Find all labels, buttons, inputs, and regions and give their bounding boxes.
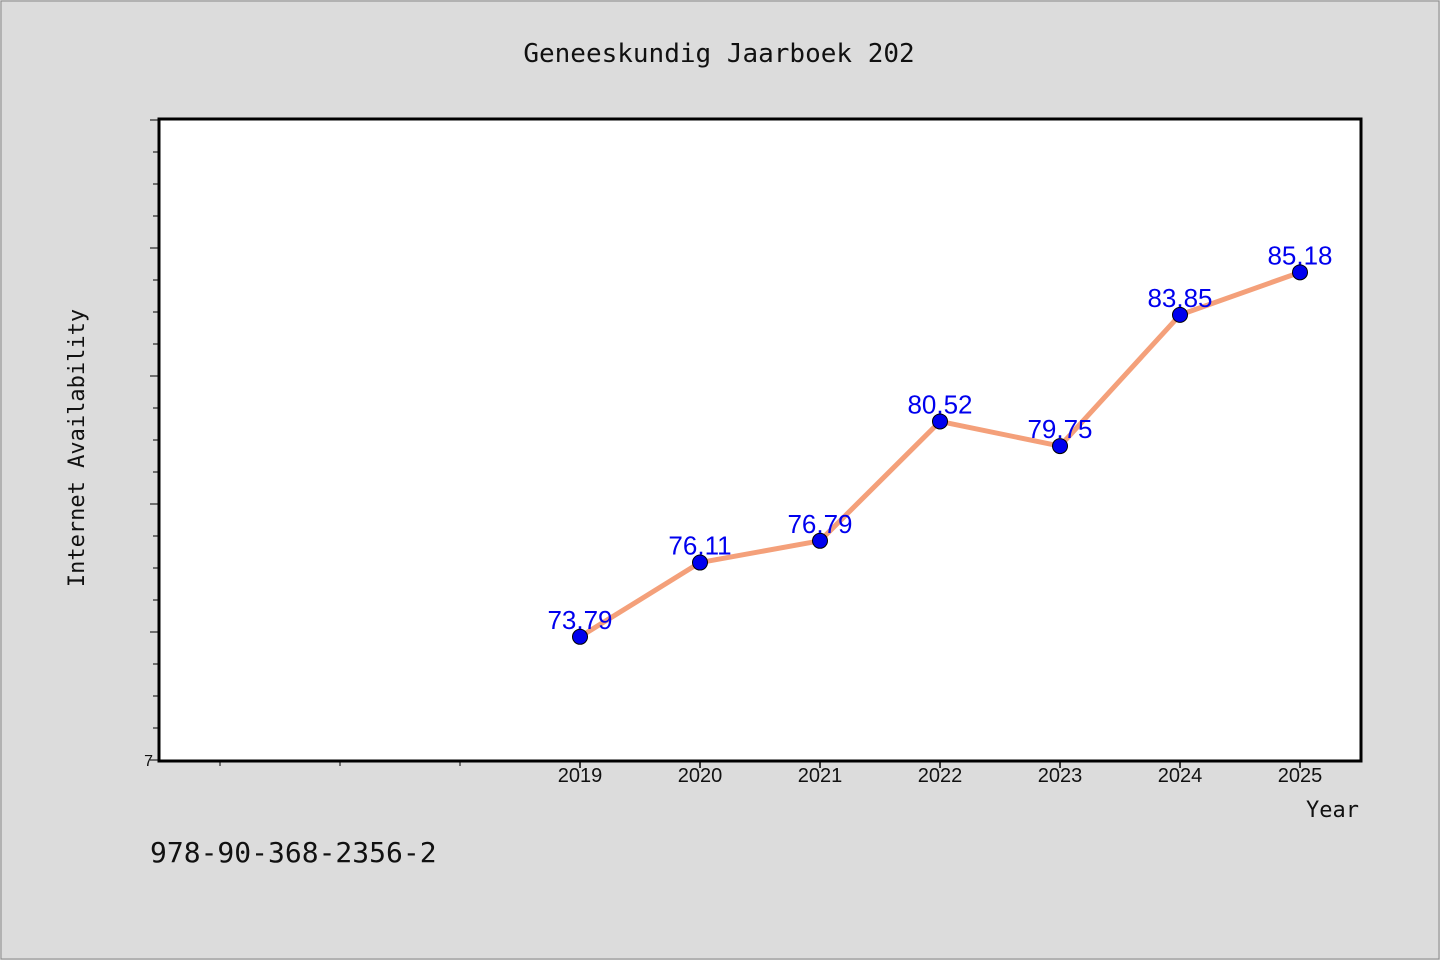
x-axis-ticks: 2019 2020 2021 2022 2023 2024 2025 <box>219 760 1323 787</box>
data-label: 79.75 <box>1027 414 1092 444</box>
data-label: 80.52 <box>907 389 972 419</box>
x-tick-label: 2025 <box>1278 765 1323 787</box>
x-axis-label: Year <box>1306 798 1359 823</box>
data-point <box>932 413 948 430</box>
chart-title: Geneeskundig Jaarboek 202 <box>523 39 914 69</box>
data-point <box>572 628 588 645</box>
x-tick-label: 2024 <box>1158 765 1203 787</box>
plot-area <box>157 117 1363 763</box>
data-label: 83.85 <box>1147 283 1212 313</box>
data-point <box>812 532 828 549</box>
data-label: 76.11 <box>668 531 731 561</box>
data-label: 76.79 <box>787 509 852 539</box>
series-layer: 73.79 76.11 76.79 80.52 79.75 83.85 85.18 <box>547 240 1333 645</box>
x-tick-label: 2021 <box>798 765 843 787</box>
data-point <box>1172 306 1188 323</box>
data-label: 73.79 <box>547 605 612 635</box>
x-tick-label: 2023 <box>1038 765 1083 787</box>
data-point <box>1052 438 1068 455</box>
data-label: 85.18 <box>1267 240 1332 270</box>
data-point <box>692 554 708 571</box>
x-tick-label: 2022 <box>918 765 963 787</box>
x-tick-label: 2019 <box>558 765 603 787</box>
y-axis-label: Internet Availability <box>65 309 90 587</box>
y-axis-ticks <box>150 119 160 761</box>
data-point <box>1292 264 1308 281</box>
x-tick-label: 2020 <box>678 765 723 787</box>
isbn-footer: 978-90-368-2356-2 <box>150 836 437 869</box>
y-tick-label: 7 <box>144 753 153 770</box>
